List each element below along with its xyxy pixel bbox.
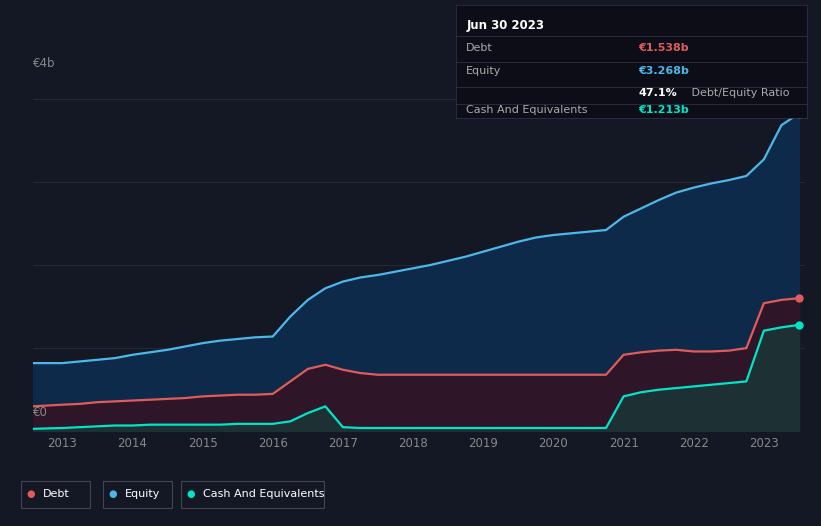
Text: €3.268b: €3.268b <box>639 66 690 76</box>
Text: Debt: Debt <box>43 489 70 500</box>
Text: Cash And Equivalents: Cash And Equivalents <box>203 489 324 500</box>
Text: Jun 30 2023: Jun 30 2023 <box>466 19 544 32</box>
Text: €1.213b: €1.213b <box>639 105 689 115</box>
Text: ●: ● <box>26 489 34 500</box>
Text: €0: €0 <box>33 407 48 419</box>
Text: €1.538b: €1.538b <box>639 43 689 53</box>
Text: Debt: Debt <box>466 43 493 53</box>
Text: ●: ● <box>186 489 195 500</box>
Text: Cash And Equivalents: Cash And Equivalents <box>466 105 588 115</box>
Text: Debt/Equity Ratio: Debt/Equity Ratio <box>687 88 789 98</box>
Text: ●: ● <box>108 489 117 500</box>
Text: Equity: Equity <box>466 66 502 76</box>
Text: 47.1%: 47.1% <box>639 88 677 98</box>
Text: €4b: €4b <box>33 57 55 69</box>
Text: Equity: Equity <box>125 489 160 500</box>
